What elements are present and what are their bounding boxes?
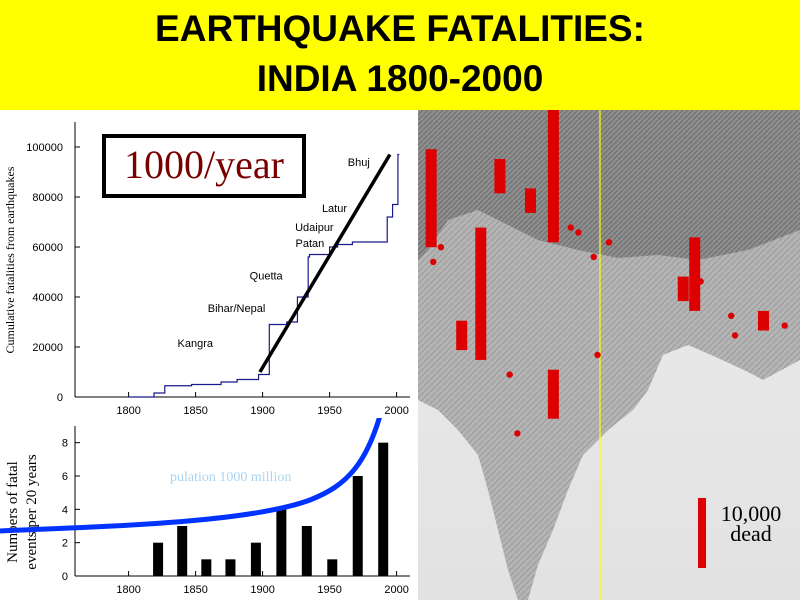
india-map: [418, 110, 800, 600]
map-legend-unit: dead: [730, 521, 772, 546]
cum-annotation-label: Bhuj: [348, 157, 370, 169]
title-bar: EARTHQUAKE FATALITIES: INDIA 1800-2000: [0, 0, 800, 110]
ev-bar: [250, 542, 261, 576]
cum-x-tick-label: 1850: [183, 405, 207, 417]
cum-y-axis-label: Cumulative fatalities from earthquakes: [3, 166, 17, 353]
cum-y-tick-label: 0: [57, 392, 63, 404]
cum-y-tick-label: 60000: [32, 242, 63, 254]
map-fatality-dot: [514, 430, 521, 437]
map-fatality-bar: [547, 110, 559, 243]
map-fatality-dot: [529, 195, 536, 202]
map-fatality-dot: [728, 312, 735, 319]
cum-y-tick-label: 20000: [32, 342, 63, 354]
map-fatality-dot: [437, 244, 445, 251]
map-fatality-dot: [594, 351, 601, 359]
map-fatality-bar: [757, 310, 769, 331]
map-fatality-dot: [697, 278, 704, 285]
ev-y-tick-label: 2: [62, 538, 68, 550]
map-fatality-bar: [456, 320, 468, 351]
ev-x-tick-label: 1900: [250, 584, 274, 596]
ev-bar: [301, 526, 312, 576]
map-fatality-bar: [425, 149, 437, 248]
ev-bars: [153, 442, 389, 576]
cum-annotation-label: Latur: [322, 203, 347, 215]
map-fatality-dot: [781, 322, 788, 329]
cum-x-tick-label: 1800: [116, 405, 140, 417]
cum-annotation-label: Bihar/Nepal: [208, 303, 265, 315]
ev-y-axis-label-line-2: events per 20 years: [24, 454, 40, 570]
cum-y-tick-label: 100000: [26, 142, 63, 154]
map-fatality-bar: [547, 369, 559, 419]
ev-x-tick-label: 1950: [317, 584, 341, 596]
ev-bar: [153, 542, 164, 576]
ev-x-tick-label: 1800: [116, 584, 140, 596]
title-line-2: INDIA 1800-2000: [256, 58, 544, 99]
map-fatality-dot: [575, 229, 582, 236]
map-fatality-bar: [689, 237, 701, 311]
cum-annotation-label: Kangra: [178, 338, 214, 350]
title-line-1: EARTHQUAKE FATALITIES:: [155, 8, 645, 49]
ev-x-tick-label: 1850: [183, 584, 207, 596]
cum-x-tick-label: 1950: [317, 405, 341, 417]
map-fatality-marks: [425, 110, 788, 437]
map-fatality-dot: [605, 239, 613, 246]
cum-y-tick-label: 40000: [32, 292, 63, 304]
ev-bar: [352, 476, 363, 576]
map-fatality-dot: [590, 253, 597, 261]
map-fatality-bar: [524, 188, 536, 213]
ev-y-tick-label: 4: [62, 504, 68, 516]
cum-x-tick-label: 2000: [384, 405, 408, 417]
cum-trend-line: [258, 153, 392, 373]
population-curve-path: [0, 418, 382, 534]
map-legend-bar: [698, 498, 706, 568]
ev-bar: [201, 559, 212, 576]
map-legend: 10,000 dead: [706, 501, 796, 546]
ev-y-axis-label-line-1: Numbers of fatal: [5, 461, 21, 563]
map-fatality-dot: [731, 332, 739, 339]
ev-x-tick-label: 2000: [384, 584, 408, 596]
rate-annotation-text: 1000/year: [124, 142, 284, 187]
cum-annotation-label: Quetta: [250, 271, 284, 283]
cum-annotation-label: Udaipur: [295, 222, 334, 234]
cum-series: [128, 153, 400, 398]
map-fatality-dot: [430, 258, 437, 266]
ev-bar: [276, 509, 287, 576]
map-fatality-bar: [494, 159, 506, 194]
cum-annotations: Bhuj Latur Udaipur Patan Quetta Bihar/Nepal Ka…: [178, 157, 370, 350]
ev-bar: [225, 559, 236, 576]
cum-y-tick-label: 80000: [32, 192, 63, 204]
ev-y-tick-label: 6: [62, 471, 68, 483]
population-curve: [0, 418, 382, 534]
map-fatality-dot: [506, 371, 513, 378]
map-fatality-bar: [677, 276, 689, 302]
rate-annotation-box: 1000/year: [102, 134, 306, 198]
ev-bar: [378, 442, 389, 576]
ev-bar: [177, 526, 188, 576]
cum-x-tick-label: 1900: [250, 405, 274, 417]
population-curve-label: pulation 1000 million: [170, 470, 291, 485]
map-fatality-dot: [567, 224, 574, 231]
cum-annotation-label: Patan: [295, 238, 324, 250]
fatal-events-chart: 0 2 4 6 8 1800 1850 1900 1950 2000 Numbers of fat…: [0, 418, 418, 600]
himalaya-range: [418, 110, 800, 260]
ev-y-tick-label: 0: [62, 571, 68, 583]
map-legend-value: 10,000: [720, 501, 782, 526]
map-fatality-bar: [475, 227, 487, 360]
ev-y-tick-label: 8: [62, 438, 68, 450]
ev-bar: [327, 559, 338, 576]
